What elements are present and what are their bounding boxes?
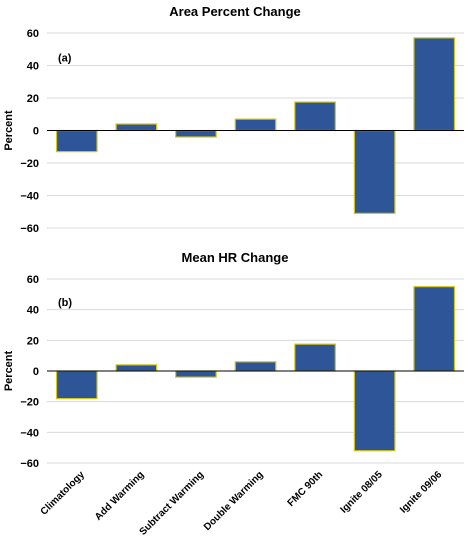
y-tick-label: 20 [27, 93, 39, 105]
y-axis-label: Percent [3, 110, 15, 151]
y-tick-label: 0 [33, 366, 39, 378]
y-tick-label: 40 [27, 305, 39, 317]
bar-subtract-warming [175, 370, 217, 378]
y-tick-label: −60 [20, 458, 39, 470]
bar-double-warming [234, 118, 277, 132]
y-tick-label: 40 [27, 61, 39, 73]
bar-ignite-09-06 [413, 37, 456, 132]
x-tick-label: Subtract Warming [138, 469, 206, 537]
bar-ignite-08-05 [353, 129, 396, 214]
bar-climatology [55, 129, 98, 153]
bar-double-warming [234, 361, 277, 372]
y-tick-label: −20 [20, 158, 39, 170]
x-tick-label: Add Warming [93, 469, 146, 522]
chart-panel-b: 60 40 20 0 −20 −40 −60 Percent Mean HR Change (b)… [3, 250, 464, 538]
chart-title: Area Percent Change [169, 4, 301, 19]
bar-ignite-08-05 [353, 370, 396, 452]
bar-climatology [55, 370, 98, 400]
y-tick-label: −40 [20, 427, 39, 439]
y-tick-label: 0 [33, 126, 39, 138]
y-tick-label: 60 [27, 274, 39, 286]
x-tick-label: Climatology [39, 469, 88, 518]
y-tick-label: −40 [20, 191, 39, 203]
y-tick-label: −60 [20, 223, 39, 235]
bar-subtract-warming [175, 129, 217, 138]
panel-label: (b) [58, 297, 72, 309]
y-tick-label: 60 [27, 28, 39, 40]
y-tick-label: 20 [27, 335, 39, 347]
bar-add-warming [115, 123, 158, 132]
bar-add-warming [115, 364, 158, 372]
bar-ignite-09-06 [413, 286, 456, 372]
panel-label: (a) [58, 52, 72, 64]
x-tick-label: Ignite 08/05 [338, 469, 385, 516]
x-tick-label: Ignite 09/06 [398, 469, 445, 516]
bar-fmc-90th [294, 101, 336, 132]
chart-title: Mean HR Change [182, 250, 289, 265]
x-tick-label: Double Warming [202, 469, 266, 533]
bar-fmc-90th [294, 343, 336, 372]
x-tick-label: FMC 90th [286, 469, 326, 509]
y-axis-label: Percent [3, 350, 15, 391]
chart-panel-a: 60 40 20 0 −20 −40 −60 Percent Area Percent Chan… [3, 4, 464, 235]
y-tick-label: −20 [20, 397, 39, 409]
